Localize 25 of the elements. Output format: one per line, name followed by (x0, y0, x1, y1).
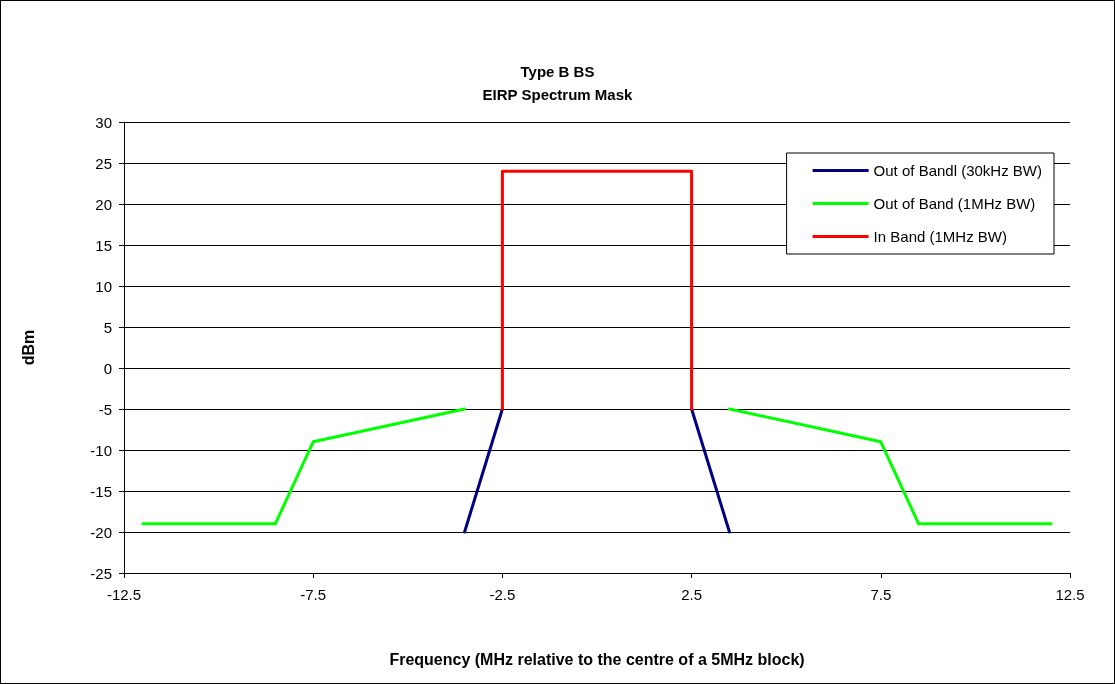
y-tick-label: 25 (95, 154, 112, 172)
x-tick-label: -2.5 (489, 586, 516, 603)
x-axis-title: Frequency (MHz relative to the centre of a 5MHz block) (389, 650, 805, 668)
y-tick-label: 0 (103, 359, 112, 377)
y-tick-label: 5 (103, 318, 112, 336)
y-tick-label: -15 (90, 482, 112, 500)
x-tick-label: 2.5 (681, 586, 703, 603)
y-tick-label: -20 (90, 523, 112, 541)
legend-label: Out of Bandl (30kHz BW) (873, 162, 1043, 179)
legend-label: Out of Band (1MHz BW) (873, 195, 1036, 212)
x-tick-label: 7.5 (870, 586, 892, 603)
chart-subtitle: EIRP Spectrum Mask (482, 86, 634, 103)
legend-label: In Band (1MHz BW) (873, 228, 1007, 245)
x-tick-label: -7.5 (300, 586, 327, 603)
y-tick-label: 10 (95, 277, 112, 295)
y-axis-title: dBm (19, 329, 37, 366)
y-tick-label: 15 (95, 236, 112, 254)
x-tick-label: -12.5 (106, 586, 142, 603)
chart-title: Type B BS (520, 63, 595, 80)
y-tick-label: -10 (90, 441, 112, 459)
y-tick-label: 30 (95, 113, 112, 131)
x-tick-label: 12.5 (1055, 586, 1085, 603)
y-tick-label: -5 (98, 400, 112, 418)
y-tick-label: -25 (90, 564, 112, 582)
y-tick-label: 20 (95, 195, 112, 213)
